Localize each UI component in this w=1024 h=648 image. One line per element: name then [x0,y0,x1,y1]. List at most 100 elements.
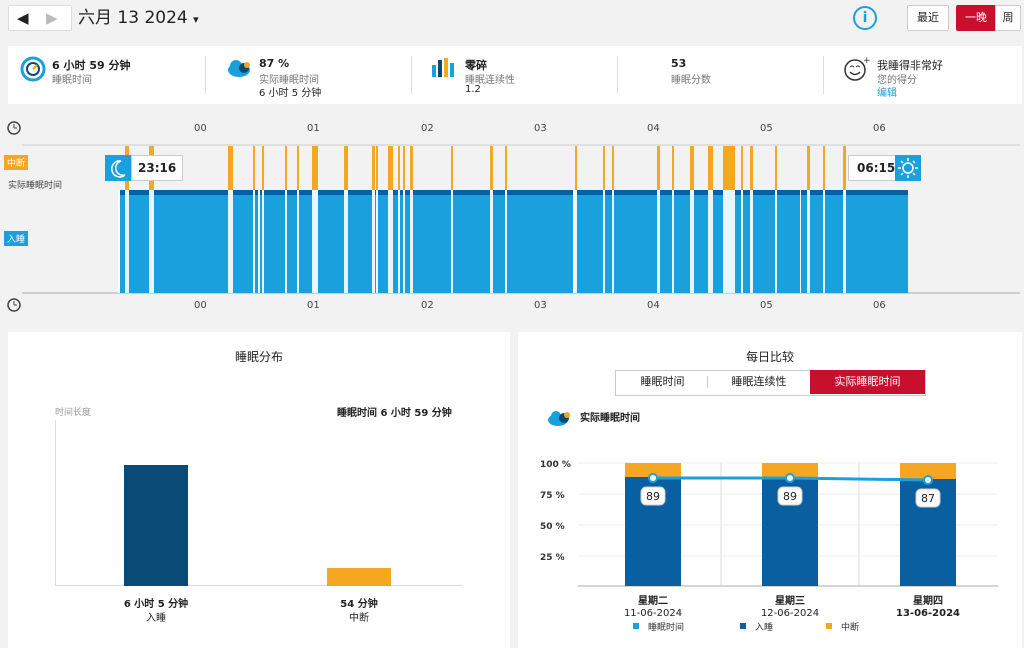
actual-sleep-value: 87 % [259,57,290,70]
awake-gap [741,190,743,293]
interrupt-mark [823,146,825,190]
actual-sleep-line [118,190,908,195]
bars-icon [432,58,454,77]
summary-feeling: + 我睡得非常好 您的得分 编辑 [841,46,1016,104]
hour-tick: 00 [194,123,207,134]
fragmentation-value: 零碎 [465,59,487,72]
awake-gap [262,190,264,293]
interrupt-mark [262,146,264,190]
interrupt-mark [312,146,318,190]
interrupt-mark [690,146,694,190]
prev-day-button[interactable]: ◀ [17,9,29,27]
legend-label: 睡眠时间 [648,621,684,633]
score-value: 53 [671,57,687,70]
fragmentation-sub: 1.2 [465,84,481,95]
asleep-bar [124,465,188,586]
awake-gap [372,190,375,293]
score-label: 睡眠分数 [671,75,711,86]
asleep-name: 入睡 [146,613,166,624]
value-label: 89 [646,490,660,503]
clock-icon [7,121,21,135]
summary-total: 6 小时 59 分钟 睡眠时间 [16,46,206,104]
interrupt-mark [403,146,405,190]
interrupt-mark [723,146,735,190]
awake-gap [228,190,233,293]
total-sleep-label: 睡眠时间 [52,75,92,86]
asleep-value: 6 小时 5 分钟 [123,599,189,610]
hour-tick: 03 [534,123,547,134]
night-button[interactable]: 一晚 [956,5,996,31]
date-picker[interactable]: 六月 13 2024 ▾ [78,6,199,32]
interrupt-mark [253,146,255,190]
asleep-band [118,190,908,293]
tab-actual-sleep[interactable]: 实际睡眠时间 [810,370,925,394]
y-tick-label: 75 % [540,491,565,501]
awake-gap [823,190,825,293]
recent-button[interactable]: 最近 [907,5,949,31]
value-badge [640,486,666,506]
tab-sleep-time[interactable]: 睡眠时间 [640,375,685,388]
interrupt-mark [388,146,393,190]
awake-gap [843,190,846,293]
interrupt-mark [410,146,413,190]
awake-gap [344,190,348,293]
awake-gap [750,190,753,293]
awake-gap [603,190,605,293]
timeline-svg [7,121,1020,312]
hour-tick: 00 [194,300,207,311]
awake-gap [149,190,154,293]
week-button[interactable]: 周 [995,5,1021,31]
sunrise-icon [895,155,921,181]
interrupt-mark [372,146,375,190]
trend-point [785,473,795,483]
distribution-title: 睡眠分布 [234,350,283,364]
hour-tick: 06 [873,123,886,134]
edit-feeling-link[interactable]: 编辑 [877,88,897,99]
interrupt-segment [625,463,681,477]
distribution-axis-label: 时间长度 [55,408,92,418]
legend-label: 入睡 [755,621,773,633]
interrupt-mark [285,146,287,190]
cloud-icon [548,411,570,426]
summary-bar: 6 小时 59 分钟 睡眠时间 87 % 实际睡眠时间 6 小时 5 分钟 零碎… [8,46,1022,104]
interrupt-bar [327,568,391,586]
divider [411,56,412,94]
awake-gap [253,190,255,293]
awake-gap [297,190,299,293]
hour-tick: 05 [760,300,773,311]
awake-gap [118,190,120,293]
info-icon[interactable]: i [853,6,877,30]
interrupt-mark [612,146,614,190]
value-badge [915,488,941,508]
date-label: 13-06-2024 [896,608,960,619]
summary-actual: 87 % 实际睡眠时间 6 小时 5 分钟 [223,46,413,104]
interrupt-mark [775,146,777,190]
next-day-button[interactable]: ▶ [46,9,58,27]
awake-gap [388,190,393,293]
awake-gap [398,190,400,293]
interrupt-name: 中断 [349,613,369,624]
awake-gap [723,190,735,293]
summary-fragmentation: 零碎 睡眠连续性 1.2 [429,46,619,104]
awake-gap [690,190,694,293]
date-label: 12-06-2024 [761,608,819,619]
awake-gap [451,190,453,293]
awake-gap [575,190,577,293]
awake-gap [312,190,318,293]
interrupt-mark [451,146,453,190]
awake-gap [708,190,713,293]
summary-score: 53 睡眠分数 [635,46,825,104]
awake-gap [490,190,493,293]
date-label: 六月 13 2024 [78,8,188,28]
y-axis [55,420,56,586]
awake-gap [800,190,801,293]
compare-title: 每日比较 [745,350,794,364]
tab-continuity[interactable]: 睡眠连续性 [731,375,787,388]
date-nav: ◀ ▶ [8,5,72,31]
asleep-label: 入睡 [4,231,29,246]
hour-tick: 05 [760,123,773,134]
awake-gap [258,190,260,293]
interrupt-mark [376,146,378,190]
hour-tick: 04 [647,123,660,134]
actual-sleep-row-label: 实际睡眠时间 [8,181,63,191]
